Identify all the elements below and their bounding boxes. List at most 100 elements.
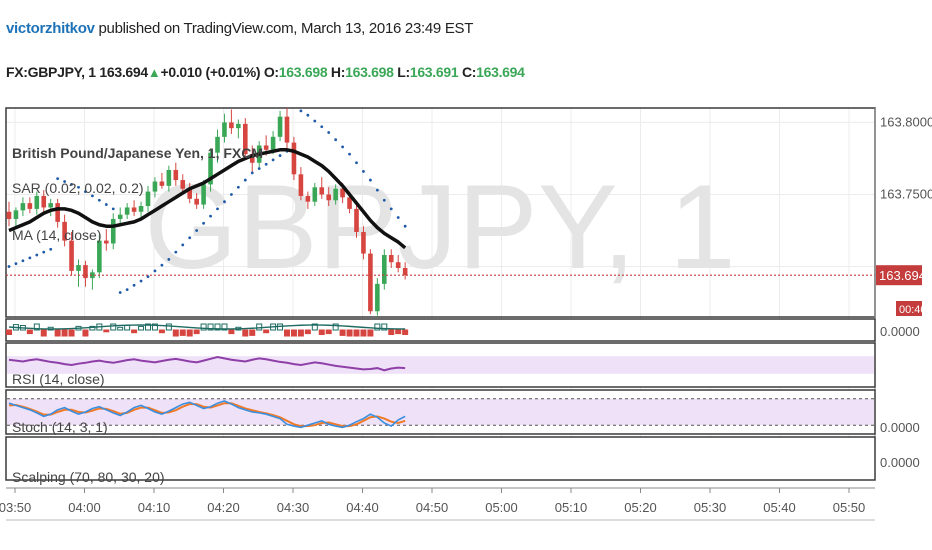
sar-dot <box>334 138 338 142</box>
candle-body <box>395 262 401 268</box>
candle-body <box>375 283 380 312</box>
stoch-zero-label: 0.0000 <box>880 420 920 435</box>
histogram-bar <box>339 329 346 336</box>
candle-body <box>270 136 276 150</box>
low-value: 163.691 <box>409 64 459 80</box>
candle-body <box>312 187 318 202</box>
last-price-tag <box>876 265 922 286</box>
histogram-bar <box>200 323 207 331</box>
close-label: C: <box>461 64 477 80</box>
histogram-bar <box>54 329 61 337</box>
time-tick-label: 05:50 <box>833 500 866 515</box>
candle-body <box>243 123 248 155</box>
sar-dot <box>195 229 199 232</box>
histogram-bar <box>304 329 311 335</box>
sar-dot <box>216 207 219 211</box>
publication-line: victorzhitkov published on TradingView.c… <box>6 20 473 37</box>
sar-dot <box>49 247 53 251</box>
published-text: published on TradingView.com, March 13, … <box>94 20 474 37</box>
price-axis[interactable]: 163.8000 163.7500 163.6940 00:40 <box>874 108 932 480</box>
sar-dot <box>250 171 254 175</box>
sar-dot <box>181 243 185 247</box>
ma-series <box>8 148 407 250</box>
sar-dot <box>97 198 101 202</box>
sar-dot <box>327 131 331 134</box>
histogram-bar <box>332 323 339 331</box>
stoch-panel[interactable]: Stoch (14, 3, 1) 0.0000 <box>5 389 920 435</box>
scalping-panel[interactable]: Scalping (70, 80, 30, 20) 0.0000 <box>5 436 920 485</box>
sar-dot <box>369 178 372 182</box>
candle-body <box>138 206 144 212</box>
sar-dot <box>230 193 233 196</box>
sar-dot <box>174 250 178 254</box>
sar-dot <box>257 167 261 170</box>
histogram-bar <box>82 329 89 337</box>
candle-body <box>110 218 116 244</box>
sar-dot <box>341 145 344 149</box>
time-tick-label: 04:10 <box>138 500 171 515</box>
histogram-bar <box>395 329 402 335</box>
histogram-bar <box>165 323 172 331</box>
sar-dot <box>271 158 275 162</box>
time-tick-label: 04:20 <box>207 500 240 515</box>
open-value: 163.698 <box>278 64 328 80</box>
histogram-bar <box>26 329 33 335</box>
candle-body <box>55 203 60 222</box>
candle-body <box>229 122 234 129</box>
candle-body <box>27 203 33 209</box>
sar-dot <box>278 154 282 157</box>
candle-body <box>83 265 88 279</box>
sar-dot <box>118 291 122 294</box>
sar-dot <box>7 265 11 268</box>
time-tick-label: 05:40 <box>763 500 796 515</box>
histogram-bar <box>33 323 40 331</box>
time-tick-label: 04:00 <box>68 500 101 515</box>
sar-dot <box>375 188 379 192</box>
time-axis[interactable]: 03:50 04:00 04:10 04:20 04:30 04:40 04:50 05:00… <box>0 487 875 521</box>
sar-series <box>7 109 407 294</box>
sar-dot <box>28 256 32 260</box>
candle-body <box>340 188 345 198</box>
histogram-bar <box>110 323 117 331</box>
histogram-bar <box>256 323 263 331</box>
last-price: 163.694 <box>99 64 148 80</box>
rsi-panel[interactable]: RSI (14, close) <box>5 342 876 388</box>
sar-dot <box>396 216 400 219</box>
sar-dot <box>125 288 129 292</box>
author-link[interactable]: victorzhitkov <box>6 20 95 37</box>
candle-body <box>152 181 158 192</box>
sar-dot <box>70 182 73 186</box>
candle-body <box>166 169 172 186</box>
time-tick-label: 04:30 <box>277 500 310 515</box>
stoch-band <box>7 398 874 426</box>
sar-dot <box>77 185 80 189</box>
price-change: +0.010 (+0.01%) <box>160 64 261 80</box>
time-tick-label: 05:10 <box>555 500 588 515</box>
candle-body <box>159 181 165 186</box>
stoch-legend: Stoch (14, 3, 1) <box>12 419 108 435</box>
sar-dot <box>42 250 46 254</box>
sar-dot <box>188 236 192 240</box>
sar-dot <box>167 257 171 261</box>
y-tick-label: 163.8000 <box>880 114 932 129</box>
histogram-bar <box>124 325 131 331</box>
sar-dot <box>153 269 157 273</box>
symbol-label[interactable]: FX:GBPJPY, 1 <box>6 64 96 80</box>
histogram-bar <box>103 329 110 333</box>
histogram-bar <box>381 323 388 331</box>
candle-body <box>104 240 109 244</box>
countdown-tag <box>896 301 922 316</box>
histogram-panel[interactable]: 0.0000 <box>5 318 920 342</box>
y-tick-label: 163.7500 <box>880 186 932 201</box>
time-tick-label: 04:50 <box>416 500 449 515</box>
trading-chart[interactable]: GBPJPY, 1 British Pound/Japanese Yen, 1,… <box>0 96 932 550</box>
sar-dot <box>104 203 108 206</box>
sar-dot <box>243 178 247 182</box>
sar-legend: SAR (0.02, 0.02, 0.2) <box>12 180 144 196</box>
candlestick-series <box>6 108 408 316</box>
sar-dot <box>132 283 136 287</box>
candle-body <box>208 152 213 185</box>
candle-body <box>402 267 408 276</box>
price-panel[interactable]: British Pound/Japanese Yen, 1, FXCM SAR … <box>5 107 876 318</box>
stoch-k-series <box>8 400 406 429</box>
